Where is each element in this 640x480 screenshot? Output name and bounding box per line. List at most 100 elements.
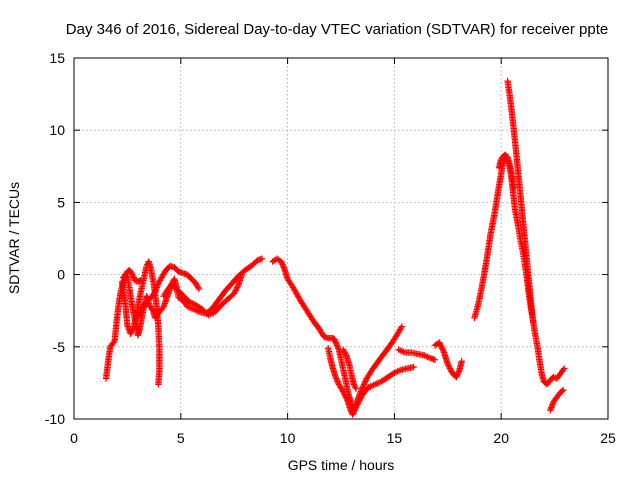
data-point	[130, 274, 137, 281]
x-axis-label: GPS time / hours	[288, 457, 395, 473]
data-point	[438, 343, 445, 350]
data-point	[455, 368, 463, 375]
data-point	[137, 308, 144, 316]
data-point	[135, 311, 142, 319]
data-point	[458, 358, 465, 365]
data-point	[341, 391, 348, 398]
series-arc-7	[324, 345, 417, 418]
data-point	[342, 392, 349, 400]
x-tick-label: 5	[177, 430, 185, 446]
x-tick-label: 25	[600, 430, 616, 446]
data-point	[233, 285, 240, 293]
data-point	[195, 285, 203, 293]
data-point	[340, 389, 348, 397]
data-point	[354, 401, 361, 408]
data-point	[134, 313, 142, 320]
chart-title: Day 346 of 2016, Sidereal Day-to-day VTE…	[66, 21, 608, 38]
data-point	[335, 379, 342, 387]
data-point	[360, 381, 368, 388]
data-point	[331, 336, 338, 343]
data-point	[559, 386, 567, 394]
data-point	[454, 371, 461, 378]
data-point	[397, 324, 405, 332]
plot-frame	[73, 57, 609, 420]
data-point	[436, 339, 443, 346]
data-point	[333, 375, 340, 382]
series-arc-3	[134, 262, 203, 320]
data-point	[343, 395, 350, 402]
data-point	[342, 394, 350, 401]
data-point	[110, 339, 117, 346]
data-point	[129, 271, 136, 278]
data-point	[342, 350, 349, 358]
data-point	[398, 323, 406, 330]
data-point	[231, 290, 238, 297]
data-point	[127, 330, 134, 338]
y-axis-label: SDTVAR / TECUs	[6, 182, 22, 294]
series-arc-12	[504, 77, 568, 388]
y-tick-label: 0	[57, 267, 65, 283]
series-arc-14	[547, 386, 567, 414]
y-tick-label: 10	[49, 122, 65, 138]
data-point	[137, 307, 145, 314]
data-point	[559, 366, 567, 374]
series-arc-13	[495, 151, 518, 192]
data-point	[558, 387, 566, 395]
data-point	[277, 258, 285, 265]
data-point	[445, 362, 452, 369]
data-point	[350, 410, 357, 417]
data-point	[352, 405, 359, 413]
data-point	[436, 340, 444, 348]
data-point	[333, 340, 340, 348]
series-arc-5	[160, 271, 245, 319]
x-tick-label: 10	[280, 430, 296, 446]
data-point	[351, 382, 358, 389]
y-tick-label: -10	[45, 411, 65, 427]
data-point	[332, 339, 340, 346]
data-point	[258, 255, 266, 262]
data-point	[129, 272, 137, 280]
data-point	[362, 378, 369, 385]
data-point	[503, 152, 510, 160]
data-point	[446, 363, 453, 371]
data-point	[232, 287, 239, 294]
data-point	[453, 372, 461, 379]
data-point	[339, 388, 347, 395]
data-point	[136, 310, 143, 317]
data-point	[352, 404, 360, 411]
data-point	[446, 365, 454, 372]
data-point	[353, 402, 360, 410]
data-point	[279, 262, 287, 270]
y-tick-label: 15	[49, 50, 65, 66]
data-point	[438, 345, 446, 352]
data-point	[334, 343, 341, 350]
data-point	[129, 324, 137, 332]
x-tick-label: 20	[493, 430, 509, 446]
data-point	[398, 347, 406, 355]
data-point	[410, 363, 417, 371]
data-point	[129, 326, 136, 333]
data-point	[510, 184, 518, 192]
series-arc-6	[269, 255, 406, 414]
data-point	[355, 398, 362, 405]
data-point	[360, 382, 367, 389]
data-marks	[102, 77, 568, 418]
data-point	[437, 342, 444, 349]
data-point	[333, 342, 341, 349]
data-point	[128, 327, 136, 335]
data-point	[332, 337, 339, 345]
data-point	[135, 277, 143, 285]
y-tick-label: 5	[57, 194, 65, 210]
axis-ticks: 0 5 10 15 20 25 -10 -5 0 5 10 15	[45, 50, 616, 446]
data-point	[155, 381, 162, 388]
data-point	[238, 271, 245, 278]
data-point	[361, 379, 368, 387]
x-tick-label: 0	[70, 430, 78, 446]
data-point	[561, 365, 568, 372]
data-point	[352, 385, 360, 392]
data-point	[335, 345, 342, 352]
data-point	[352, 384, 359, 391]
data-point	[439, 346, 447, 353]
series-arc-8	[339, 346, 360, 392]
